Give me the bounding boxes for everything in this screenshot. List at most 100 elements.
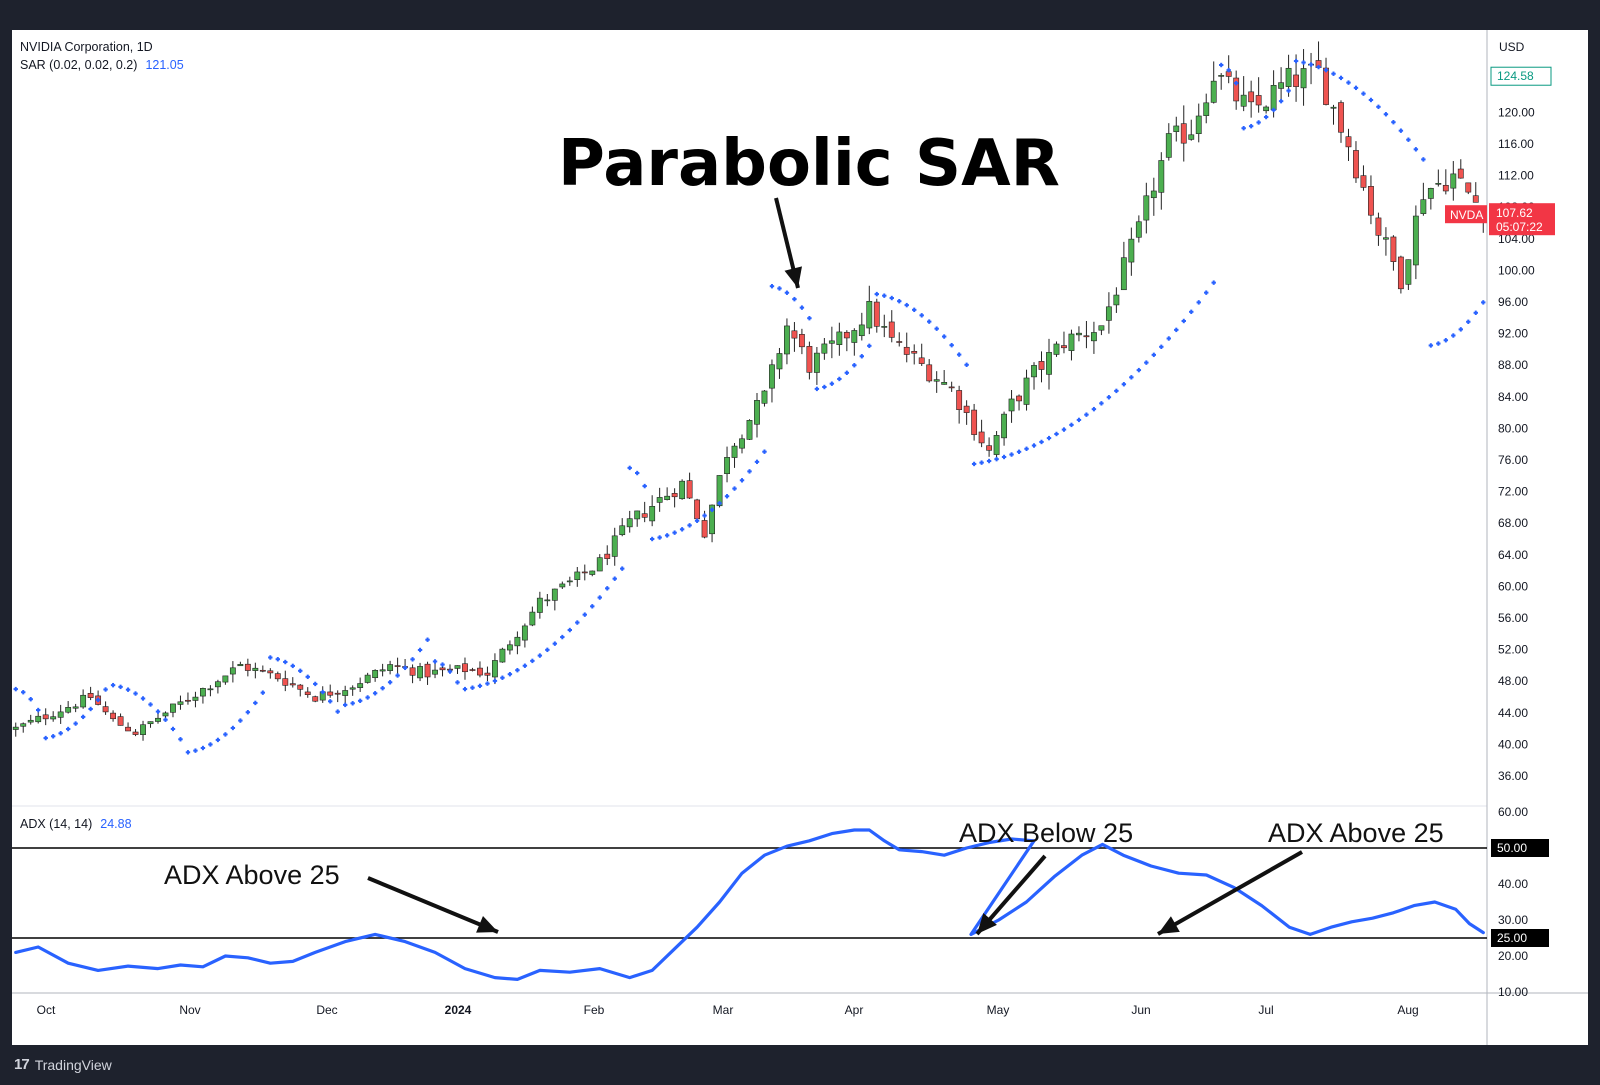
candle-body	[417, 666, 423, 679]
candle-body	[342, 690, 349, 696]
candle	[1457, 159, 1464, 179]
candle-body	[1038, 361, 1045, 370]
candle	[484, 666, 491, 682]
sar-dot	[717, 501, 722, 506]
sar-dot	[1024, 446, 1029, 451]
sar-dot	[1114, 388, 1119, 394]
candle-body	[259, 669, 266, 672]
candle	[581, 564, 588, 581]
sar-dot	[1391, 119, 1396, 125]
candle-body	[551, 588, 558, 601]
sar-dot	[552, 641, 558, 646]
candle	[12, 722, 19, 737]
adx-tick-label: 60.00	[1498, 805, 1528, 819]
candle	[1173, 116, 1180, 142]
candle-body	[529, 611, 536, 626]
sar-dot	[1204, 290, 1209, 295]
sar-dot	[627, 465, 632, 471]
sar-dot	[994, 456, 999, 462]
candle	[791, 322, 798, 352]
candle-body	[409, 667, 416, 676]
last-price-outline-badge	[1490, 66, 1552, 86]
candle	[1158, 152, 1165, 210]
symbol-legend[interactable]: NVIDIA Corporation, 1D	[20, 40, 153, 54]
candle-body	[634, 510, 641, 520]
sar-dot	[1166, 336, 1171, 341]
candle	[454, 665, 461, 674]
candle-body	[267, 670, 274, 674]
sar-dot	[515, 667, 520, 673]
candle	[237, 661, 244, 667]
tradingview-logo[interactable]: 17 TradingView	[14, 1056, 112, 1073]
sar-dot	[1151, 352, 1157, 358]
sar-dot	[649, 536, 655, 542]
candle	[933, 371, 940, 393]
sar-dot	[919, 313, 924, 318]
candle	[761, 390, 768, 407]
sar-legend[interactable]: SAR (0.02, 0.02, 0.2) 121.05	[20, 58, 184, 72]
candle-body	[986, 445, 993, 451]
price-tick-label: 56.00	[1498, 611, 1528, 625]
sar-dot	[754, 459, 760, 465]
sar-dot	[148, 702, 153, 707]
time-tick-label: May	[987, 1003, 1010, 1017]
candle	[177, 695, 184, 710]
price-tick-label: 48.00	[1498, 674, 1528, 688]
sar-dot	[320, 689, 325, 695]
sar-dots	[13, 58, 1486, 755]
sar-dot	[268, 655, 273, 660]
candles	[12, 41, 1487, 741]
sar-dot	[897, 298, 902, 304]
sar-dot	[477, 683, 483, 689]
adx-tick-label: 40.00	[1498, 877, 1528, 891]
sar-dot	[747, 469, 752, 474]
candle	[1435, 169, 1442, 187]
sar-dot	[260, 690, 266, 695]
candle	[978, 419, 985, 448]
candle-body	[439, 667, 446, 671]
candle-body	[12, 726, 19, 730]
candle-body	[214, 681, 221, 688]
candle-body	[1368, 186, 1374, 216]
sar-dot	[1458, 327, 1463, 332]
sar-dot	[1233, 80, 1239, 86]
candle	[42, 708, 49, 726]
candle-body	[207, 688, 214, 691]
candle	[1405, 259, 1412, 290]
candle-body	[454, 665, 461, 669]
sar-dot	[1271, 107, 1276, 113]
candle-body	[1330, 106, 1337, 109]
candle	[27, 714, 34, 725]
candle	[1165, 123, 1172, 161]
sar-dot	[1054, 431, 1059, 437]
price-tick-label: 64.00	[1498, 548, 1528, 562]
sar-dot	[590, 604, 595, 609]
candle-body	[1255, 95, 1262, 106]
candle	[349, 685, 356, 696]
candle-body	[50, 716, 57, 720]
sar-dot	[1061, 427, 1067, 432]
current-price-value: 107.62	[1496, 206, 1533, 220]
candle	[911, 344, 918, 365]
sar-dot	[807, 315, 812, 321]
price-tick-label: 72.00	[1498, 485, 1528, 499]
sar-dot	[874, 291, 879, 297]
adx-legend[interactable]: ADX (14, 14) 24.88	[20, 817, 132, 831]
candle-body	[387, 664, 394, 671]
chart-canvas[interactable]: USD 36.00 40.00 44.00 48.00 52.00 56.00 60.00 64…	[12, 30, 1588, 1045]
candle	[754, 392, 760, 438]
adx-tick-label: 20.00	[1498, 949, 1528, 963]
candle	[866, 285, 873, 335]
sar-dot	[1189, 309, 1194, 315]
sar-dot	[769, 284, 775, 289]
sar-dot	[941, 334, 947, 339]
time-axis: Oct Nov Dec 2024 Feb Mar Apr May Jun Jul Aug	[37, 1003, 1419, 1017]
candle-body	[686, 480, 693, 499]
candle-body	[559, 583, 566, 588]
candle	[1330, 104, 1337, 125]
candle-body	[791, 330, 798, 339]
candle	[229, 661, 236, 683]
candle	[1420, 182, 1427, 216]
candle	[327, 684, 334, 698]
adx-above-arrow-left-head	[476, 916, 498, 933]
